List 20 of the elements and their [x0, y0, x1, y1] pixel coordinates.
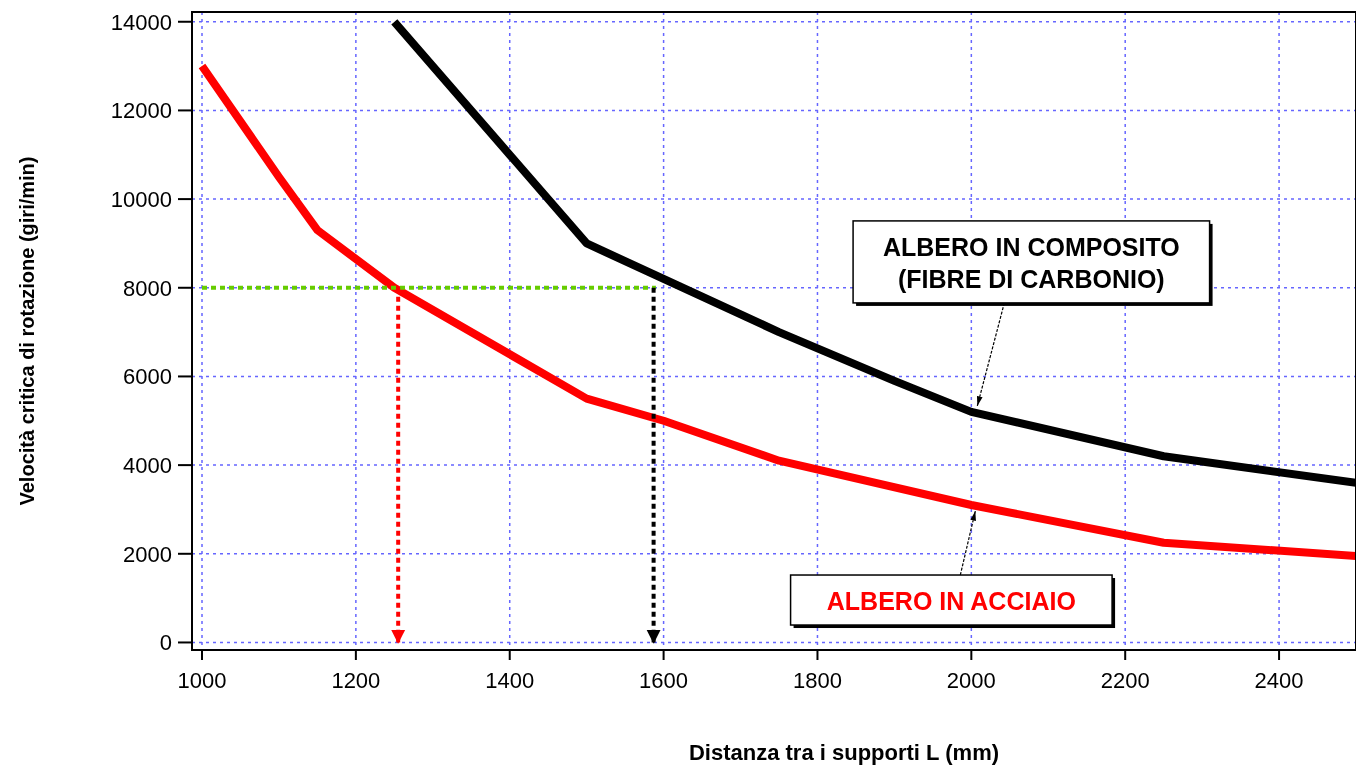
y-axis-title: Velocità critica di rotazione (giri/min)	[16, 156, 38, 506]
x-tick-label: 1000	[177, 668, 227, 693]
y-tick-label: 8000	[123, 275, 172, 301]
x-tick-label: 2000	[946, 668, 996, 693]
annotation: ALBERO IN ACCIAIO	[826, 587, 1076, 616]
x-tick-label: 1800	[792, 668, 842, 693]
x-tick-label: 2400	[1254, 668, 1304, 693]
annotation: ALBERO IN COMPOSITO (FIBRE DI CARBONIO)	[882, 232, 1180, 293]
y-tick-label: 0	[159, 630, 172, 656]
x-tick-label: 1600	[639, 668, 689, 693]
x-tick-label: 1200	[331, 668, 381, 693]
x-tick-label: 1400	[485, 668, 535, 693]
y-tick-label: 6000	[123, 364, 172, 390]
y-tick-label: 2000	[123, 541, 172, 567]
x-axis-title: Distanza tra i supporti L (mm)	[688, 740, 1000, 765]
y-tick-label: 4000	[123, 453, 172, 479]
y-tick-label: 12000	[110, 98, 172, 124]
x-tick-label: 2200	[1100, 668, 1150, 693]
y-tick-label: 10000	[110, 187, 172, 213]
y-tick-label: 14000	[110, 9, 172, 35]
